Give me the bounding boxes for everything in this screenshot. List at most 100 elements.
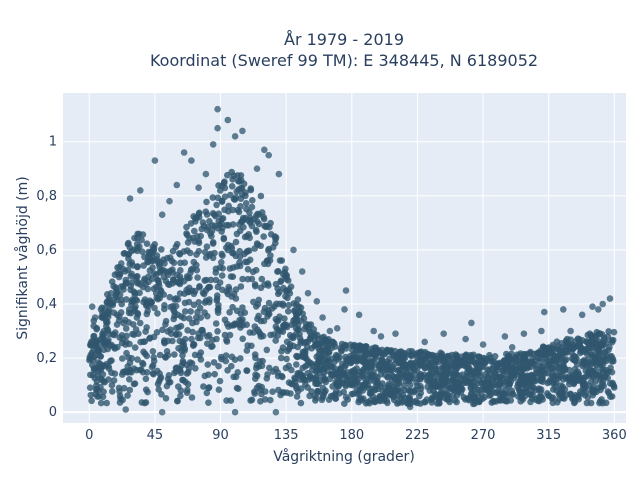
data-point — [207, 276, 215, 284]
data-point — [299, 364, 307, 372]
data-point — [269, 388, 276, 396]
data-point — [239, 304, 246, 311]
data-point — [491, 389, 498, 396]
data-point — [445, 353, 453, 360]
data-point — [189, 328, 196, 336]
data-point — [261, 146, 268, 154]
data-point — [312, 394, 320, 402]
data-point — [202, 287, 210, 294]
data-point — [237, 283, 245, 290]
data-point — [117, 309, 125, 316]
data-point — [396, 349, 403, 356]
data-point — [424, 351, 432, 359]
data-point — [142, 375, 150, 383]
data-point — [214, 224, 221, 232]
data-point — [119, 355, 126, 362]
data-point — [610, 328, 618, 336]
data-point — [455, 388, 462, 396]
data-point — [193, 266, 201, 274]
data-point — [526, 391, 534, 398]
data-point — [214, 328, 221, 335]
x-tick-label: 270 — [471, 428, 496, 443]
data-point — [463, 369, 471, 376]
data-point — [136, 281, 144, 288]
data-point — [183, 230, 190, 237]
data-point — [205, 384, 212, 392]
data-point — [356, 356, 364, 364]
data-point — [205, 331, 213, 339]
data-point — [267, 252, 274, 259]
data-point — [507, 378, 515, 385]
data-point — [264, 371, 271, 378]
data-point — [86, 354, 93, 361]
data-point — [265, 151, 273, 159]
data-point — [202, 170, 210, 178]
data-point — [214, 124, 221, 132]
data-point — [188, 394, 196, 401]
data-point — [296, 369, 303, 377]
data-point — [244, 266, 252, 273]
data-point — [298, 268, 306, 275]
data-point — [217, 187, 224, 194]
data-point — [583, 389, 590, 396]
data-point — [184, 327, 191, 334]
data-point — [143, 302, 150, 309]
y-tick-label: 0 — [49, 405, 57, 420]
x-tick-label: 0 — [85, 428, 93, 443]
data-point — [479, 341, 487, 348]
data-point — [104, 345, 111, 353]
data-point — [88, 303, 96, 311]
data-point — [584, 394, 592, 401]
data-point — [471, 393, 479, 400]
data-point — [239, 335, 246, 343]
data-point — [218, 272, 226, 279]
data-point — [151, 157, 159, 164]
data-point — [333, 325, 341, 332]
data-point — [351, 369, 359, 377]
data-point — [97, 399, 105, 407]
data-point — [214, 194, 222, 202]
data-point — [195, 247, 203, 255]
data-point — [293, 393, 301, 400]
data-point — [227, 191, 234, 199]
data-point — [360, 374, 368, 382]
data-point — [537, 354, 544, 362]
data-point — [123, 349, 130, 357]
data-point — [267, 396, 274, 404]
data-point — [91, 314, 99, 321]
data-point — [371, 378, 378, 385]
data-point — [595, 306, 602, 313]
data-point — [110, 309, 118, 317]
data-point — [141, 296, 149, 303]
data-point — [423, 396, 431, 403]
data-point — [596, 372, 603, 379]
data-point — [520, 330, 528, 338]
data-point — [142, 328, 149, 335]
data-point — [116, 392, 124, 400]
data-point — [493, 364, 501, 371]
data-point — [176, 273, 184, 280]
data-point — [231, 356, 239, 364]
data-point — [237, 324, 244, 331]
data-point — [276, 288, 283, 296]
data-point — [118, 300, 125, 308]
data-point — [212, 269, 220, 276]
data-point — [578, 311, 586, 319]
data-point — [101, 378, 108, 386]
data-point — [234, 369, 241, 376]
y-tick-label: 0,2 — [36, 351, 57, 366]
data-point — [272, 408, 280, 416]
data-point — [258, 275, 266, 283]
data-point — [261, 396, 269, 403]
data-point — [417, 385, 425, 393]
data-point — [609, 336, 617, 344]
data-point — [367, 358, 375, 366]
data-point — [608, 393, 616, 400]
data-point — [214, 105, 221, 113]
data-point — [474, 365, 482, 373]
data-point — [496, 381, 503, 388]
data-point — [109, 331, 117, 338]
data-point — [224, 241, 232, 249]
data-point — [93, 386, 100, 394]
